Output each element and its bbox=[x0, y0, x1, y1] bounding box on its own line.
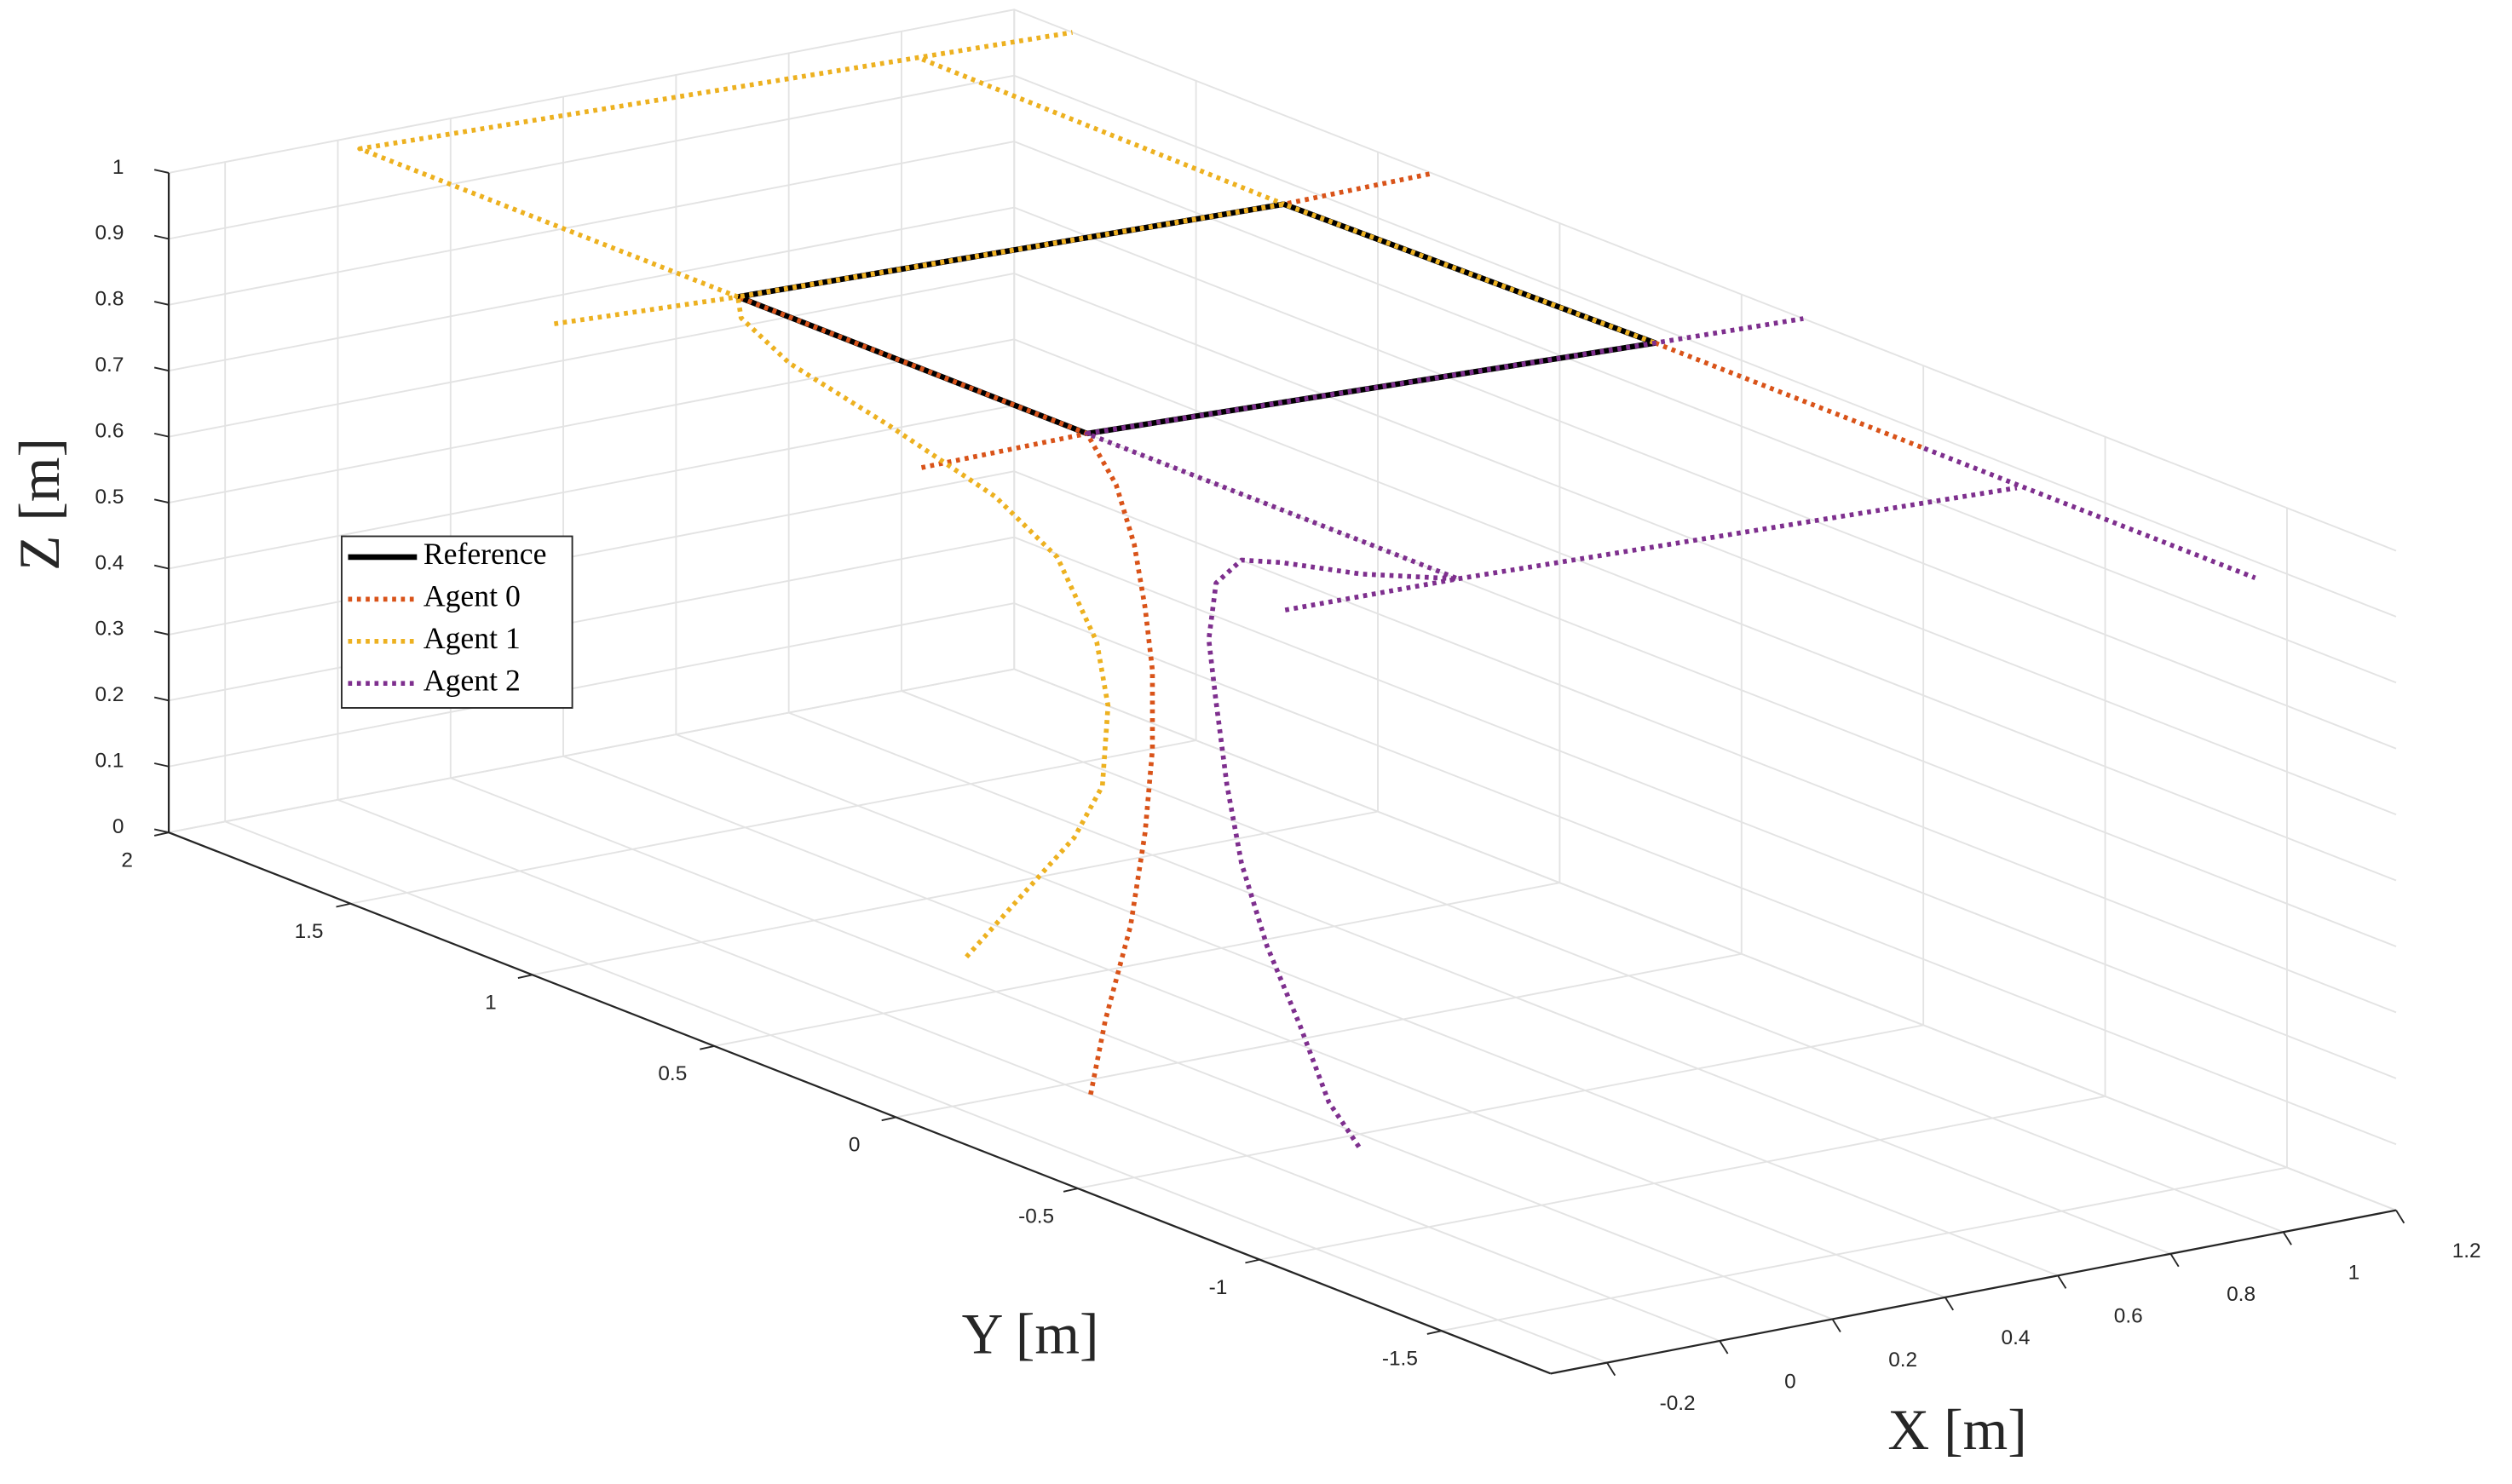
z-tick-label: 0 bbox=[112, 815, 124, 838]
x-tick-label: -0.2 bbox=[1660, 1392, 1696, 1415]
tick-mark bbox=[1606, 1362, 1616, 1377]
tick-mark bbox=[1944, 1297, 1954, 1311]
tick-mark bbox=[1245, 1258, 1260, 1264]
legend-label: Reference bbox=[423, 537, 547, 571]
series-line bbox=[735, 170, 1926, 1096]
x-tick-label: 1 bbox=[2348, 1262, 2360, 1285]
x-tick-label: 0 bbox=[1784, 1370, 1796, 1393]
z-tick-label: 0.4 bbox=[95, 551, 124, 574]
tick-mark bbox=[1719, 1340, 1729, 1355]
grid-line bbox=[1013, 9, 2397, 1211]
tick-mark bbox=[1063, 1188, 1079, 1193]
y-axis-label: Y [m] bbox=[962, 1302, 1099, 1366]
tick-mark bbox=[1426, 1330, 1442, 1335]
x-tick-label: 0.6 bbox=[2114, 1305, 2143, 1328]
y-axis bbox=[168, 831, 1552, 1375]
x-tick-label: 0.4 bbox=[2002, 1326, 2031, 1349]
z-tick-label: 0.9 bbox=[95, 221, 124, 244]
tick-mark bbox=[153, 564, 170, 570]
grid-line bbox=[675, 74, 2059, 1277]
y-tick-label: 2 bbox=[121, 848, 133, 871]
legend-label: Agent 0 bbox=[423, 579, 521, 613]
tick-mark bbox=[153, 366, 170, 372]
tick-mark bbox=[153, 696, 170, 702]
grid-line bbox=[337, 140, 1720, 1342]
tick-mark bbox=[2395, 1210, 2405, 1224]
grid-line bbox=[168, 9, 2397, 552]
grid-line bbox=[562, 96, 1946, 1298]
y-tick-label: -1.5 bbox=[1382, 1347, 1418, 1370]
legend-label: Agent 1 bbox=[423, 621, 521, 655]
z-tick-label: 1 bbox=[112, 156, 124, 179]
legend: Reference Agent 0 Agent 1 Agent 2 bbox=[341, 535, 573, 709]
tick-mark bbox=[153, 762, 170, 768]
y-tick-label: 0.5 bbox=[658, 1062, 687, 1085]
x-tick-label: 0.2 bbox=[1888, 1349, 1917, 1372]
grid-line bbox=[224, 162, 1608, 1364]
tick-mark bbox=[153, 234, 170, 240]
tick-mark bbox=[2169, 1253, 2180, 1268]
z-tick-label: 0.5 bbox=[95, 486, 124, 509]
legend-label: Agent 2 bbox=[423, 663, 521, 697]
grid-line bbox=[901, 31, 2284, 1234]
grid-line bbox=[168, 74, 2397, 618]
x-axis-label: X [m] bbox=[1887, 1398, 2026, 1462]
z-tick-label: 0.8 bbox=[95, 288, 124, 311]
tick-mark bbox=[1831, 1318, 1841, 1332]
y-tick-label: 1 bbox=[485, 992, 497, 1015]
y-tick-label: -0.5 bbox=[1018, 1205, 1054, 1228]
tick-mark bbox=[2057, 1274, 2067, 1289]
tick-mark bbox=[153, 498, 170, 503]
x-axis bbox=[1550, 1209, 2397, 1375]
grid-line bbox=[787, 53, 2171, 1255]
tick-mark bbox=[2282, 1231, 2292, 1245]
x-tick-label: 1.2 bbox=[2452, 1240, 2481, 1263]
tick-mark bbox=[336, 902, 351, 908]
z-tick-label: 0.7 bbox=[95, 354, 124, 377]
tick-mark bbox=[153, 630, 170, 636]
tick-mark bbox=[153, 432, 170, 438]
grid bbox=[168, 9, 2397, 1364]
z-tick-label: 0.3 bbox=[95, 618, 124, 641]
tick-mark bbox=[153, 301, 170, 306]
plot-area bbox=[357, 30, 2256, 1148]
x-tick-label: 0.8 bbox=[2227, 1283, 2256, 1306]
axes: 0 0.1 0.2 0.3 0.4 0.5 0.6 0.7 0.8 0.9 1 -1.5 -1 -0.5 0… bbox=[95, 156, 2480, 1415]
z-tick-label: 0.2 bbox=[95, 683, 124, 706]
tick-mark bbox=[153, 831, 170, 837]
z-axis-label: Z [m] bbox=[8, 438, 72, 571]
series-line bbox=[1084, 316, 2256, 1148]
y-tick-label: 0 bbox=[849, 1134, 861, 1157]
grid-line bbox=[449, 118, 1833, 1320]
tick-mark bbox=[881, 1116, 896, 1122]
tick-mark bbox=[517, 974, 533, 979]
tick-mark bbox=[700, 1044, 715, 1050]
tick-mark bbox=[153, 828, 170, 834]
z-tick-label: 0.6 bbox=[95, 419, 124, 442]
z-tick-label: 0.1 bbox=[95, 750, 124, 773]
y-tick-label: 1.5 bbox=[295, 920, 324, 943]
legend-box bbox=[341, 535, 573, 709]
tick-mark bbox=[153, 169, 170, 174]
y-tick-label: -1 bbox=[1209, 1276, 1228, 1299]
